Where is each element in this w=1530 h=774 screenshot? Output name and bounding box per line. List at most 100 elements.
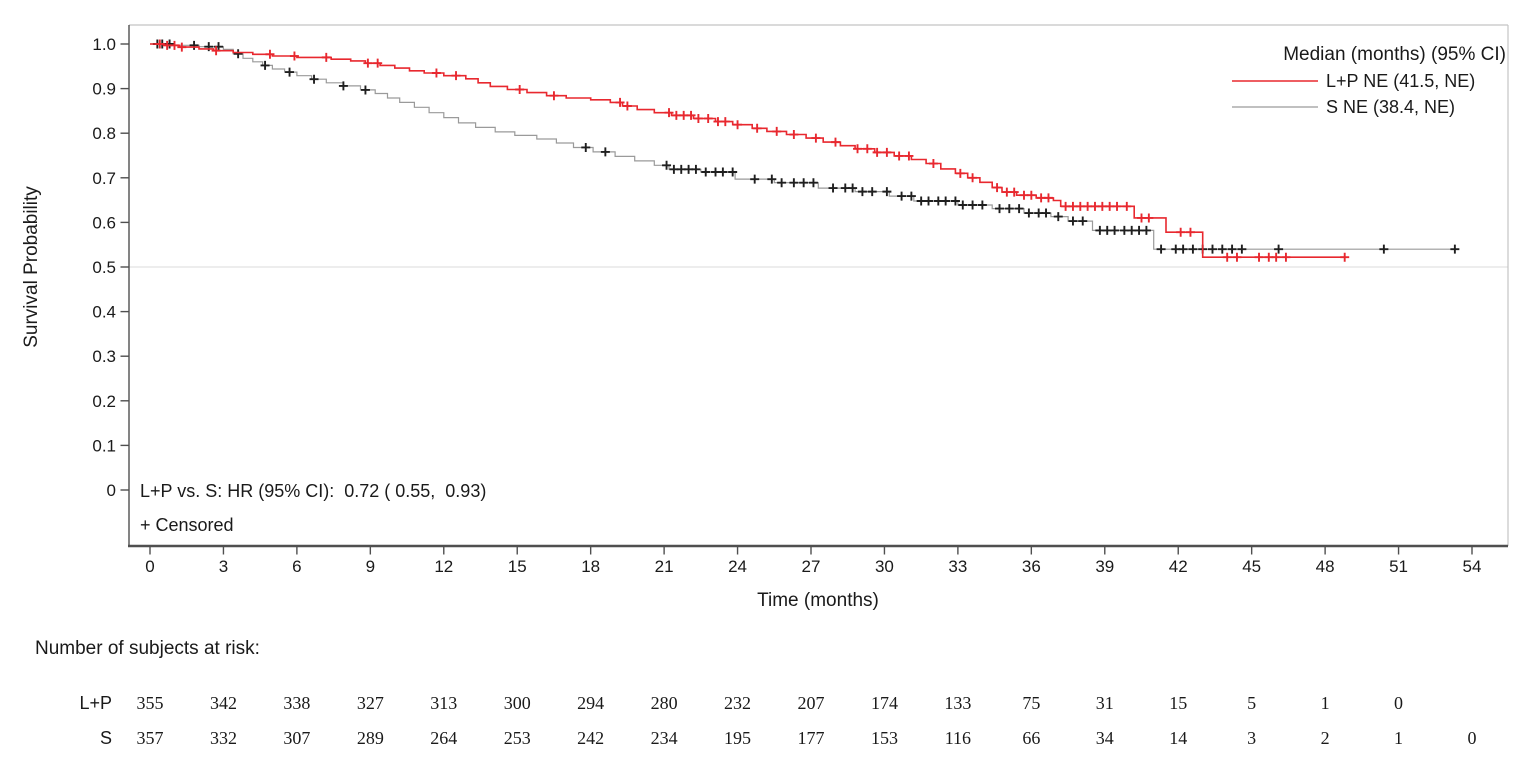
- censor-mark-s: [691, 164, 701, 174]
- plot-generated-layer: 1.00.90.80.70.60.50.40.30.20.100 3 6 9 12 15 1…: [92, 24, 1509, 748]
- x-tick-label: 27: [802, 557, 821, 576]
- censor-mark-s: [260, 60, 270, 70]
- censor-mark-s: [1024, 208, 1034, 218]
- censor-mark-s: [1237, 244, 1247, 254]
- censor-mark-lp: [968, 173, 978, 183]
- censor-mark-s: [1450, 244, 1460, 254]
- censor-mark-s: [882, 187, 892, 197]
- censor-mark-lp: [862, 144, 872, 154]
- at-risk-count-s: 14: [1169, 728, 1187, 748]
- censor-mark-s: [1156, 244, 1166, 254]
- censor-mark-lp: [928, 159, 938, 169]
- censor-mark-lp: [1043, 193, 1053, 203]
- x-tick-label: 21: [655, 557, 674, 576]
- x-tick-label: 48: [1316, 557, 1335, 576]
- censor-mark-s: [924, 196, 934, 206]
- censor-mark-s: [767, 174, 777, 184]
- censor-mark-lp: [1232, 252, 1242, 262]
- censor-mark-lp: [720, 117, 730, 127]
- censor-mark-lp: [431, 68, 441, 78]
- censor-mark-s: [1041, 208, 1051, 218]
- censor-mark-lp: [451, 71, 461, 81]
- censor-mark-s: [995, 204, 1005, 214]
- at-risk-count-s: 195: [724, 728, 751, 748]
- at-risk-count-l+p: 15: [1169, 693, 1187, 713]
- y-tick-label: 0.3: [92, 347, 116, 366]
- at-risk-count-s: 264: [430, 728, 457, 748]
- legend-label-s: S NE (38.4, NE): [1326, 97, 1455, 117]
- y-tick-label: 0.7: [92, 169, 116, 188]
- censor-mark-lp: [664, 108, 674, 118]
- x-tick-label: 9: [366, 557, 375, 576]
- censor-mark-s: [1078, 216, 1088, 226]
- censor-mark-lp: [992, 183, 1002, 193]
- censor-mark-lp: [853, 144, 863, 154]
- censor-mark-s: [338, 81, 348, 91]
- legend-title: Median (months) (95% CI): [1283, 44, 1506, 65]
- at-risk-count-l+p: 313: [430, 693, 457, 713]
- at-risk-count-l+p: 355: [137, 693, 164, 713]
- censor-mark-lp: [1340, 252, 1350, 262]
- x-tick-label: 0: [145, 557, 154, 576]
- censor-mark-lp: [1222, 252, 1232, 262]
- survival-curve-lp: [150, 43, 1345, 258]
- at-risk-count-s: 177: [798, 728, 825, 748]
- censor-mark-s: [1068, 216, 1078, 226]
- censor-mark-s: [1188, 244, 1198, 254]
- at-risk-table: Number of subjects at risk: L+P S: [35, 638, 260, 748]
- at-risk-count-l+p: 174: [871, 693, 898, 713]
- censor-mark-lp: [789, 130, 799, 140]
- at-risk-count-l+p: 300: [504, 693, 531, 713]
- at-risk-count-s: 116: [945, 728, 971, 748]
- censor-mark-s: [750, 174, 760, 184]
- x-tick-label: 54: [1463, 557, 1482, 576]
- censor-mark-s: [360, 85, 370, 95]
- censor-mark-lp: [155, 39, 165, 49]
- censor-mark-lp: [615, 97, 625, 107]
- at-risk-count-l+p: 207: [798, 693, 825, 713]
- censor-mark-s: [728, 167, 738, 177]
- x-tick-label: 12: [434, 557, 453, 576]
- censor-mark-lp: [622, 101, 632, 111]
- legend: Median (months) (95% CI) L+P NE (41.5, N…: [1232, 44, 1506, 117]
- at-risk-header: Number of subjects at risk:: [35, 638, 260, 659]
- x-axis-title: Time (months): [757, 590, 879, 611]
- censor-mark-lp: [1254, 252, 1264, 262]
- censor-mark-s: [977, 200, 987, 210]
- censor-mark-s: [941, 196, 951, 206]
- censor-mark-lp: [733, 120, 743, 130]
- censor-mark-lp: [752, 123, 762, 133]
- censor-mark-s: [701, 167, 711, 177]
- x-tick-label: 42: [1169, 557, 1188, 576]
- y-tick-label: 0.1: [92, 436, 116, 455]
- censor-mark-s: [1217, 244, 1227, 254]
- censor-mark-lp: [830, 137, 840, 147]
- censor-mark-s: [950, 196, 960, 206]
- censor-mark-s: [718, 167, 728, 177]
- censor-mark-lp: [1281, 252, 1291, 262]
- censor-mark-lp: [703, 113, 713, 123]
- y-tick-label: 0.2: [92, 392, 116, 411]
- at-risk-count-s: 332: [210, 728, 237, 748]
- at-risk-count-l+p: 5: [1247, 693, 1256, 713]
- x-tick-label: 30: [875, 557, 894, 576]
- censor-mark-lp: [894, 151, 904, 161]
- at-risk-count-l+p: 280: [651, 693, 678, 713]
- censor-mark-lp: [515, 84, 525, 94]
- x-tick-label: 3: [219, 557, 228, 576]
- censor-mark-lp: [1112, 201, 1122, 211]
- censor-mark-lp: [363, 58, 373, 68]
- censor-mark-lp: [772, 126, 782, 136]
- at-risk-count-s: 153: [871, 728, 898, 748]
- censor-mark-s: [1004, 204, 1014, 214]
- censor-mark-s: [1141, 225, 1151, 235]
- censor-mark-s: [828, 183, 838, 193]
- censor-mark-s: [867, 187, 877, 197]
- censor-mark-s: [1227, 244, 1237, 254]
- censor-mark-s: [1379, 244, 1389, 254]
- censor-mark-lp: [1009, 187, 1019, 197]
- x-tick-label: 51: [1389, 557, 1408, 576]
- survival-curve-s: [150, 43, 1455, 250]
